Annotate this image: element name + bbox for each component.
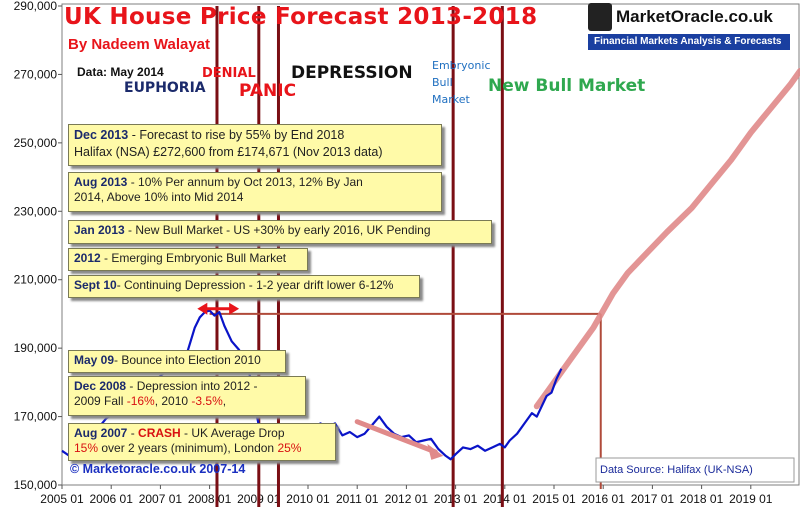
- annotation-text: , 2010: [154, 394, 192, 408]
- annotation-text: - Continuing Depression - 1-2 year drift…: [116, 278, 394, 292]
- x-tick-label: 2014 01: [483, 492, 527, 506]
- y-tick-label: 290,000: [14, 0, 58, 13]
- annotation-date: Jan 2013: [74, 223, 125, 237]
- phase-embryonic-2: Bull: [432, 76, 453, 89]
- annotation-date: Aug 2007: [74, 426, 128, 440]
- annotation-text: -: [127, 426, 139, 440]
- annotation-text: - Forecast to rise by 55% by End 2018: [128, 128, 345, 142]
- annotation-dec-2008: Dec 2008 - Depression into 2012 - 2009 F…: [68, 376, 306, 416]
- annotation-value: 15%: [74, 441, 99, 455]
- annotation-date: Aug 2013: [74, 175, 128, 189]
- x-tick-label: 2008 01: [188, 492, 232, 506]
- x-tick-label: 2011 01: [336, 492, 379, 506]
- x-tick-label: 2010 01: [286, 492, 330, 506]
- x-tick-label: 2016 01: [582, 492, 626, 506]
- phase-embryonic-3: Market: [432, 93, 470, 106]
- annotation-text: - New Bull Market - US +30% by early 201…: [124, 223, 431, 237]
- peak-arrow-left-head: [197, 302, 208, 315]
- data-source-box: [595, 457, 795, 483]
- annotation-sept-10: Sept 10- Continuing Depression - 1-2 yea…: [68, 275, 420, 298]
- phase-new-bull: New Bull Market: [488, 76, 646, 96]
- y-tick-label: 250,000: [14, 136, 58, 150]
- x-tick-label: 2013 01: [434, 492, 478, 506]
- annotation-aug-2013: Aug 2013 - 10% Per annum by Oct 2013, 12…: [68, 172, 442, 212]
- annotation-text: 2009 Fall: [74, 394, 127, 408]
- forecast-line: [533, 68, 800, 410]
- y-tick-label: 150,000: [14, 478, 58, 492]
- annotation-text: Halifax (NSA) £272,600 from £174,671 (No…: [74, 145, 383, 159]
- logo-tagline: Financial Markets Analysis & Forecasts: [594, 36, 782, 47]
- peak-arrow-right-head: [229, 302, 240, 315]
- annotation-may-09: May 09- Bounce into Election 2010: [68, 350, 286, 373]
- y-tick-label: 210,000: [14, 273, 58, 287]
- annotation-text: - Emerging Embryonic Bull Market: [100, 251, 287, 265]
- x-tick-label: 2006 01: [90, 492, 134, 506]
- annotation-date: Dec 2008: [74, 379, 127, 393]
- annotation-text: 2014, Above 10% into Mid 2014: [74, 190, 244, 204]
- x-tick-label: 2007 01: [139, 492, 183, 506]
- logo-name: MarketOracle.co.uk: [616, 7, 773, 26]
- annotation-aug-2007: Aug 2007 - CRASH - UK Average Drop 15% o…: [68, 423, 336, 461]
- x-tick-label: 2012 01: [385, 492, 429, 506]
- phase-denial: DENIAL: [202, 66, 256, 81]
- annotation-date: Sept 10: [74, 278, 117, 292]
- phase-embryonic-1: Embryonic: [432, 59, 491, 72]
- phase-euphoria: EUPHORIA: [124, 80, 206, 96]
- annotation-text: - Depression into 2012 -: [126, 379, 258, 393]
- logo-tagline-bar: [588, 34, 790, 50]
- annotation-text: over 2 years (minimum), London: [98, 441, 278, 455]
- x-tick-label: 2015 01: [532, 492, 576, 506]
- marketoracle-logo: MarketOracle.co.uk Financial Markets Ana…: [588, 1, 790, 53]
- y-tick-label: 230,000: [14, 204, 58, 218]
- y-tick-label: 270,000: [14, 67, 58, 81]
- data-date-note: Data: May 2014: [77, 65, 164, 79]
- x-tick-label: 2018 01: [680, 492, 724, 506]
- annotation-jan-2013: Jan 2013 - New Bull Market - US +30% by …: [68, 220, 492, 244]
- trend-arrow: [354, 419, 438, 455]
- annotation-dec-2013: Dec 2013 - Forecast to rise by 55% by En…: [68, 124, 442, 166]
- annotation-text: - 10% Per annum by Oct 2013, 12% By Jan: [127, 175, 363, 189]
- annotation-date: 2012: [74, 251, 101, 265]
- chart-title: UK House Price Forecast 2013-2018: [64, 4, 538, 30]
- annotation-crash: CRASH: [138, 426, 181, 440]
- annotation-text: - UK Average Drop: [180, 426, 285, 440]
- annotation-value: -3.5%: [191, 394, 223, 408]
- annotation-value: 25%: [277, 441, 302, 455]
- x-tick-label: 2019 01: [729, 492, 773, 506]
- chart-subtitle: By Nadeem Walayat: [68, 36, 211, 53]
- trend-arrow-head: [427, 443, 444, 460]
- y-tick-label: 170,000: [14, 410, 58, 424]
- annotation-text: ,: [222, 394, 227, 408]
- annotation-date: Dec 2013: [74, 128, 129, 142]
- x-tick-label: 2017 01: [631, 492, 675, 506]
- x-tick-label: 2005 01: [40, 492, 84, 506]
- annotation-value: -16%: [126, 394, 155, 408]
- annotation-text: - Bounce into Election 2010: [114, 353, 261, 367]
- data-source-note: Data Source: Halifax (UK-NSA): [600, 464, 753, 476]
- logo-emblem-icon: [588, 3, 612, 31]
- y-tick-label: 190,000: [14, 341, 58, 355]
- phase-panic: PANIC: [239, 81, 297, 101]
- copyright-note: © Marketoracle.co.uk 2007-14: [70, 462, 246, 476]
- annotation-2012: 2012 - Emerging Embryonic Bull Market: [68, 248, 308, 271]
- annotation-date: May 09: [74, 353, 115, 367]
- phase-depression: DEPRESSION: [291, 63, 413, 83]
